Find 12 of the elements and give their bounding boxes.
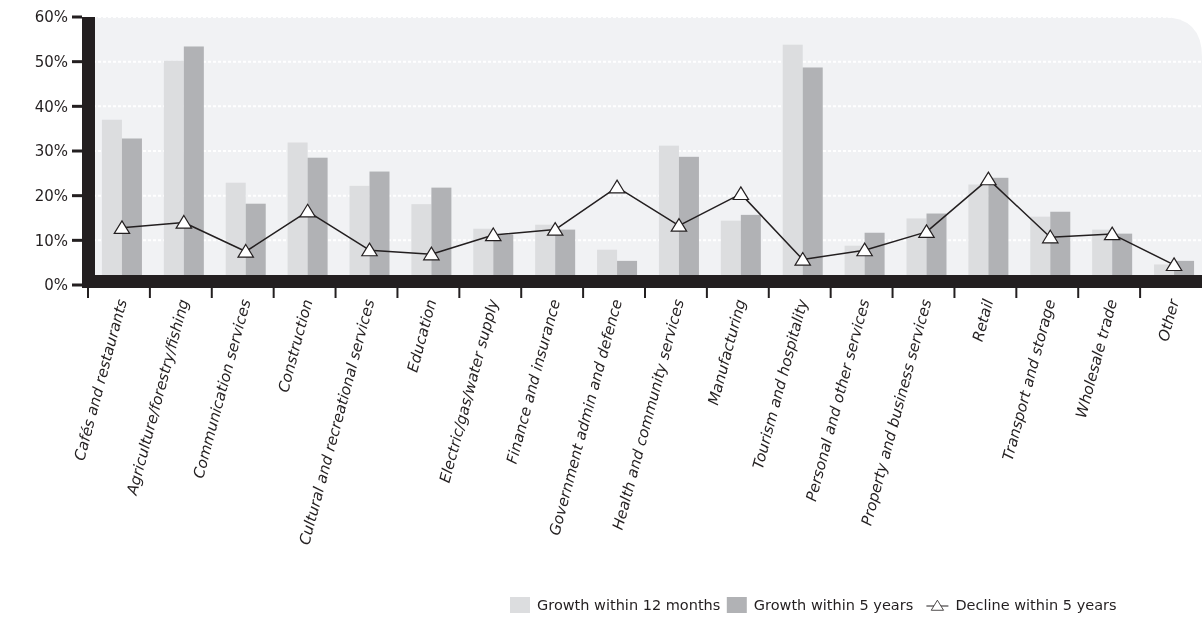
y-tick-label: 0% <box>44 276 68 295</box>
x-tick-label: Retail <box>968 296 998 344</box>
legend-label: Growth within 5 years <box>753 597 914 613</box>
y-tick-label: 10% <box>34 231 68 250</box>
y-tick-label: 30% <box>34 142 68 161</box>
y-tick-label: 40% <box>34 97 68 116</box>
y-tick-label: 50% <box>34 52 68 71</box>
legend-label: Growth within 12 months <box>537 597 721 613</box>
legend-label: Decline within 5 years <box>955 597 1117 613</box>
y-tick-label: 20% <box>34 186 68 205</box>
y-tick-label: 60% <box>34 8 68 27</box>
x-tick-label: Other <box>1154 296 1184 344</box>
